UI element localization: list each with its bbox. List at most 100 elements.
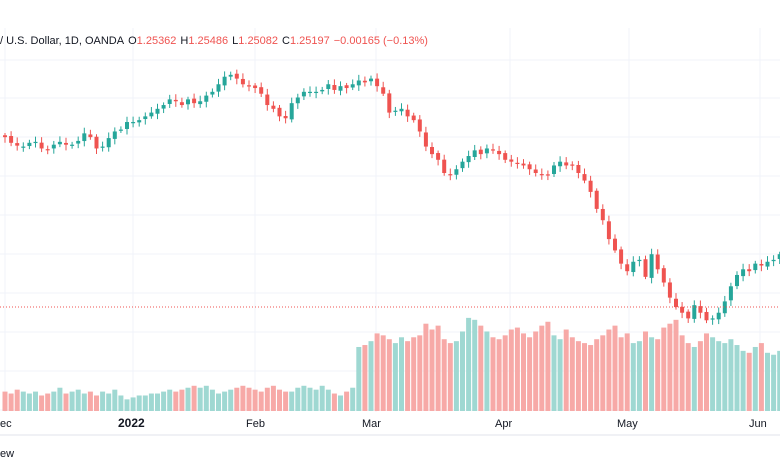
volume-bar: [33, 391, 38, 411]
candle-body: [198, 101, 203, 105]
candle-body: [39, 142, 44, 149]
candle-body: [753, 263, 758, 271]
footer-fragment: ew: [0, 448, 15, 460]
candle-body: [771, 259, 776, 262]
candle-body: [765, 261, 770, 267]
volume-bar: [606, 329, 612, 411]
candle-body: [332, 84, 337, 90]
volume-bar: [691, 346, 697, 411]
volume-bar: [75, 389, 81, 411]
volume-bar: [575, 341, 581, 411]
volume-bar: [392, 343, 398, 411]
volume-bar: [551, 335, 557, 411]
volume-bar: [496, 339, 502, 411]
candle-body: [582, 174, 587, 181]
candle-body: [509, 159, 514, 162]
volume-bar: [643, 331, 648, 411]
volume-bar: [39, 395, 45, 411]
candle-body: [436, 153, 441, 160]
volume-bar: [594, 339, 600, 411]
volume-bar: [569, 337, 575, 411]
volume-bar: [618, 337, 624, 411]
volume-bar: [716, 341, 722, 411]
candle-body: [15, 143, 20, 146]
candle-body: [131, 122, 136, 124]
candle-body: [21, 146, 26, 148]
candle-body: [76, 140, 81, 144]
candle-body: [661, 268, 666, 283]
candle-body: [698, 306, 703, 313]
candle-body: [259, 87, 264, 94]
candle-body: [497, 150, 502, 155]
volume-bar: [362, 345, 368, 411]
volume-bar: [51, 391, 57, 411]
candle-body: [600, 208, 605, 221]
candle-body: [326, 84, 331, 89]
candle-body: [314, 91, 319, 94]
volume-bar: [502, 335, 508, 411]
candle-body: [515, 162, 520, 165]
candle-body: [27, 142, 32, 147]
candle-body: [466, 156, 471, 163]
volume-bar: [112, 389, 118, 411]
time-axis-labels: ec 2022 Feb Mar Apr May Jun: [0, 416, 767, 430]
volume-bar: [94, 395, 99, 411]
symbol-title: / U.S. Dollar, 1D, OANDA: [0, 35, 125, 47]
candle-body: [710, 318, 715, 320]
volume-bar: [612, 325, 618, 411]
volume-bar: [118, 395, 124, 411]
volume-bar: [45, 393, 51, 411]
volume-bar: [746, 352, 752, 411]
volume-bar: [545, 321, 551, 411]
candle-body: [9, 136, 14, 143]
candle-body: [545, 174, 550, 176]
volume-bar: [63, 393, 69, 411]
candle-body: [692, 305, 697, 319]
volume-bar: [649, 337, 655, 411]
volume-bar: [490, 337, 496, 411]
volume-bar: [270, 385, 276, 411]
volume-bar: [325, 389, 331, 411]
candle-body: [686, 311, 691, 319]
candle-body: [667, 282, 672, 298]
candle-body: [125, 122, 129, 129]
high-value: 1.25486: [188, 35, 229, 47]
volume-bar: [411, 337, 417, 411]
candle-body: [265, 94, 270, 106]
candle-body: [387, 93, 392, 113]
candle-body: [155, 108, 160, 114]
candle-body: [643, 259, 648, 277]
symbol-legend: / U.S. Dollar, 1D, OANDA O1.25362 H1.25486…: [0, 35, 428, 47]
volume-bar: [319, 385, 325, 411]
candle-body: [167, 99, 172, 104]
candle-body: [247, 85, 251, 87]
volume-bar: [14, 389, 20, 411]
candle-body: [320, 89, 325, 92]
volume-bar: [283, 391, 289, 411]
time-axis-label: Feb: [246, 418, 265, 430]
candlesticks: [3, 69, 780, 325]
candle-body: [369, 78, 373, 82]
candle-body: [741, 269, 746, 277]
candle-body: [149, 112, 154, 117]
candle-body: [161, 105, 166, 109]
volume-bar: [26, 393, 32, 411]
candle-body: [289, 103, 294, 120]
candle-body: [94, 136, 99, 149]
volume-bar: [624, 333, 630, 411]
volume-bar: [734, 345, 740, 411]
candle-body: [118, 129, 123, 131]
candle-body: [45, 149, 50, 151]
candle-body: [637, 259, 642, 262]
candle-body: [533, 169, 538, 174]
volume-bar: [508, 329, 514, 411]
volume-bar: [8, 393, 14, 411]
volume-bar: [429, 329, 435, 411]
candle-body: [253, 85, 258, 89]
low-label: L: [232, 35, 239, 47]
candle-body: [405, 109, 410, 117]
candle-body: [283, 115, 288, 119]
volume-bar: [209, 389, 215, 411]
volume-bar: [331, 393, 337, 411]
